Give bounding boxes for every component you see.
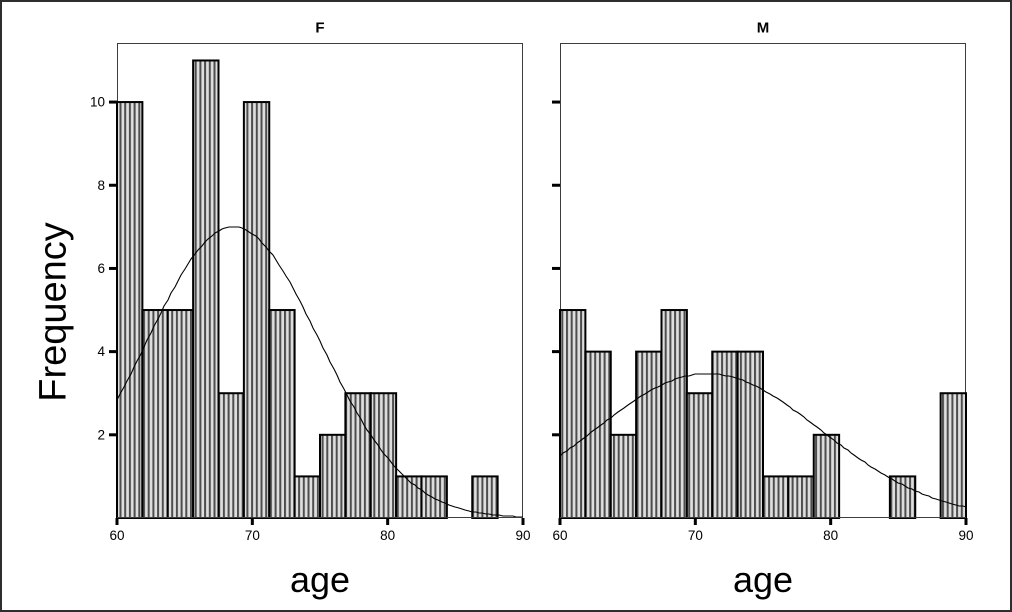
x-tick-label: 60 — [552, 528, 567, 543]
panel-f: 2 4 6 8 10 60 70 80 90 — [90, 43, 531, 543]
x-tick-label: 70 — [245, 528, 260, 543]
histogram-bar — [812, 433, 841, 520]
histogram-bar — [685, 392, 714, 519]
x-axis-title-m: age — [732, 559, 794, 600]
histogram-bar — [584, 350, 612, 519]
histogram-bar — [344, 392, 372, 519]
x-tick-label: 90 — [515, 528, 530, 543]
histogram-bar — [242, 101, 271, 519]
x-tick-label: 90 — [958, 528, 973, 543]
y-tick-label: 10 — [90, 95, 105, 110]
histogram-bar — [609, 433, 638, 520]
x-tick-label: 70 — [688, 528, 703, 543]
histogram-bar — [635, 350, 663, 519]
panel-m: 60 70 80 90 — [552, 43, 974, 543]
histogram-bar — [369, 392, 398, 519]
histogram-bar — [471, 475, 499, 520]
normal-curve — [559, 373, 967, 508]
x-axis-title-f: age — [289, 559, 351, 600]
histogram-bar — [116, 101, 144, 519]
histogram-bar — [166, 309, 195, 519]
panel-title-m: M — [756, 19, 770, 37]
x-tick-label: 80 — [380, 528, 395, 543]
y-tick-label: 2 — [97, 427, 105, 442]
panel-title-f: F — [315, 19, 325, 37]
histogram-bar — [293, 475, 321, 520]
normal-curve — [116, 226, 523, 518]
histogram-bar — [192, 59, 220, 519]
histogram-bar — [559, 309, 587, 519]
histogram-bar — [268, 309, 296, 519]
histogram-bar — [660, 309, 688, 519]
y-tick-label: 4 — [97, 344, 105, 359]
histogram-bar — [787, 475, 815, 520]
histogram-bar — [711, 350, 739, 519]
histogram-bar — [217, 392, 245, 519]
x-tick-label: 60 — [109, 528, 124, 543]
histogram-bar — [888, 475, 917, 520]
histogram-bar — [939, 392, 967, 519]
histogram-bar — [762, 475, 790, 520]
histogram-bar — [420, 475, 448, 520]
x-tick-label: 80 — [823, 528, 838, 543]
y-tick-label: 8 — [97, 178, 105, 193]
histogram-bar — [736, 350, 764, 519]
histogram-bar — [395, 475, 423, 520]
y-tick-label: 6 — [97, 261, 105, 276]
histogram-bar — [319, 433, 347, 520]
